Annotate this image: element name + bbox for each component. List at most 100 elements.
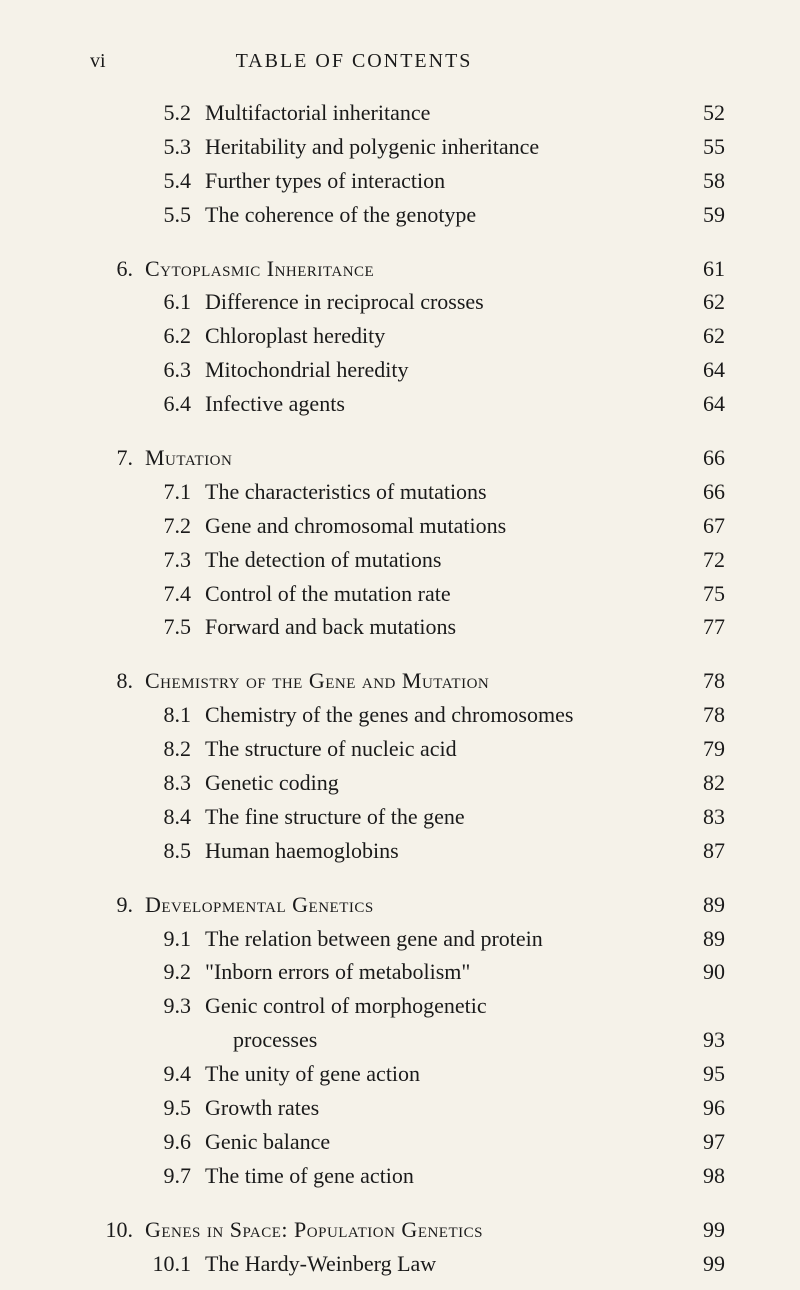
section-page: 52 xyxy=(675,97,725,129)
section-page: 89 xyxy=(675,923,725,955)
section-number: 5.3 xyxy=(90,131,205,163)
section-title: Multifactorial inheritance xyxy=(205,97,675,129)
section-entry: 7.2Gene and chromosomal mutations67 xyxy=(90,510,725,542)
section-page: 67 xyxy=(675,510,725,542)
section-number: 8.4 xyxy=(90,801,205,833)
section-title: Further types of interaction xyxy=(205,165,675,197)
section-entry: 8.5Human haemoglobins87 xyxy=(90,835,725,867)
section-title: The coherence of the genotype xyxy=(205,199,675,231)
section-entry: 8.1Chemistry of the genes and chromosome… xyxy=(90,699,725,731)
chapter-page: 61 xyxy=(675,253,725,285)
section-entry: 9.2"Inborn errors of metabolism"90 xyxy=(90,956,725,988)
section-number: 10.1 xyxy=(90,1248,205,1280)
section-number: 7.1 xyxy=(90,476,205,508)
section-number: 6.1 xyxy=(90,286,205,318)
section-number: 7.5 xyxy=(90,611,205,643)
section-page: 58 xyxy=(675,165,725,197)
chapter-title: Developmental Genetics xyxy=(145,889,675,921)
section-title: Chloroplast heredity xyxy=(205,320,675,352)
section-entry: 6.4Infective agents64 xyxy=(90,388,725,420)
section-entry: 5.5The coherence of the genotype59 xyxy=(90,199,725,231)
section-page: 75 xyxy=(675,578,725,610)
section-page: 66 xyxy=(675,476,725,508)
section-entry: 6.3Mitochondrial heredity64 xyxy=(90,354,725,386)
section-title: Human haemoglobins xyxy=(205,835,675,867)
section-page: 93 xyxy=(675,1024,725,1056)
section-title: The time of gene action xyxy=(205,1160,675,1192)
section-title: processes xyxy=(205,1024,675,1056)
section-number: 6.2 xyxy=(90,320,205,352)
page-header: vi TABLE OF CONTENTS xyxy=(90,50,725,73)
section-page: 77 xyxy=(675,611,725,643)
section-title: The detection of mutations xyxy=(205,544,675,576)
chapter-entry: 10.Genes in Space: Population Genetics99 xyxy=(90,1214,725,1246)
chapter-entry: 9.Developmental Genetics89 xyxy=(90,889,725,921)
section-title: The fine structure of the gene xyxy=(205,801,675,833)
chapter-title: Chemistry of the Gene and Mutation xyxy=(145,665,675,697)
section-entry: 7.5Forward and back mutations77 xyxy=(90,611,725,643)
section-page: 95 xyxy=(675,1058,725,1090)
section-page: 62 xyxy=(675,320,725,352)
section-title: Forward and back mutations xyxy=(205,611,675,643)
section-number: 7.3 xyxy=(90,544,205,576)
section-page: 87 xyxy=(675,835,725,867)
section-page: 97 xyxy=(675,1126,725,1158)
section-entry: 9.5Growth rates96 xyxy=(90,1092,725,1124)
section-entry: 5.4Further types of interaction58 xyxy=(90,165,725,197)
section-entry: 9.7The time of gene action98 xyxy=(90,1160,725,1192)
section-entry: 6.1Difference in reciprocal crosses62 xyxy=(90,286,725,318)
section-number: 9.2 xyxy=(90,956,205,988)
section-entry: 8.3Genetic coding82 xyxy=(90,767,725,799)
section-page: 59 xyxy=(675,199,725,231)
section-page: 55 xyxy=(675,131,725,163)
chapter-block: 5.2Multifactorial inheritance525.3Herita… xyxy=(90,97,725,231)
chapter-title: Genes in Space: Population Genetics xyxy=(145,1214,675,1246)
section-entry: 7.1The characteristics of mutations66 xyxy=(90,476,725,508)
chapter-page: 89 xyxy=(675,889,725,921)
section-number: 5.2 xyxy=(90,97,205,129)
table-of-contents: 5.2Multifactorial inheritance525.3Herita… xyxy=(90,97,725,1280)
section-title: The structure of nucleic acid xyxy=(205,733,675,765)
section-entry: 9.4The unity of gene action95 xyxy=(90,1058,725,1090)
section-title: Chemistry of the genes and chromosomes xyxy=(205,699,675,731)
section-page: 72 xyxy=(675,544,725,576)
chapter-block: 10.Genes in Space: Population Genetics99… xyxy=(90,1214,725,1280)
section-entry: 5.2Multifactorial inheritance52 xyxy=(90,97,725,129)
section-title: Mitochondrial heredity xyxy=(205,354,675,386)
section-title: Infective agents xyxy=(205,388,675,420)
section-title: Gene and chromosomal mutations xyxy=(205,510,675,542)
chapter-number: 9. xyxy=(90,889,145,921)
section-number: 9.6 xyxy=(90,1126,205,1158)
section-page: 96 xyxy=(675,1092,725,1124)
section-number: 9.1 xyxy=(90,923,205,955)
chapter-title: Cytoplasmic Inheritance xyxy=(145,253,675,285)
section-entry: 5.3Heritability and polygenic inheritanc… xyxy=(90,131,725,163)
section-page: 90 xyxy=(675,956,725,988)
section-number: 6.4 xyxy=(90,388,205,420)
section-number: 8.2 xyxy=(90,733,205,765)
section-entry: 10.1The Hardy-Weinberg Law99 xyxy=(90,1248,725,1280)
chapter-number: 6. xyxy=(90,253,145,285)
page-number-top: vi xyxy=(90,50,106,73)
chapter-block: 6.Cytoplasmic Inheritance616.1Difference… xyxy=(90,253,725,420)
chapter-block: 8.Chemistry of the Gene and Mutation788.… xyxy=(90,665,725,866)
section-number: 8.5 xyxy=(90,835,205,867)
chapter-number: 7. xyxy=(90,442,145,474)
section-entry: processes93 xyxy=(90,1024,725,1056)
chapter-page: 66 xyxy=(675,442,725,474)
section-entry: 7.4Control of the mutation rate75 xyxy=(90,578,725,610)
section-entry: 6.2Chloroplast heredity62 xyxy=(90,320,725,352)
section-page: 62 xyxy=(675,286,725,318)
section-entry: 9.3Genic control of morphogenetic xyxy=(90,990,725,1022)
chapter-block: 9.Developmental Genetics899.1The relatio… xyxy=(90,889,725,1192)
section-entry: 8.4The fine structure of the gene83 xyxy=(90,801,725,833)
section-title: Heritability and polygenic inheritance xyxy=(205,131,675,163)
section-number: 7.4 xyxy=(90,578,205,610)
section-page: 64 xyxy=(675,388,725,420)
section-page: 82 xyxy=(675,767,725,799)
section-title: Difference in reciprocal crosses xyxy=(205,286,675,318)
chapter-page: 78 xyxy=(675,665,725,697)
section-number: 6.3 xyxy=(90,354,205,386)
section-page: 83 xyxy=(675,801,725,833)
section-number: 5.4 xyxy=(90,165,205,197)
